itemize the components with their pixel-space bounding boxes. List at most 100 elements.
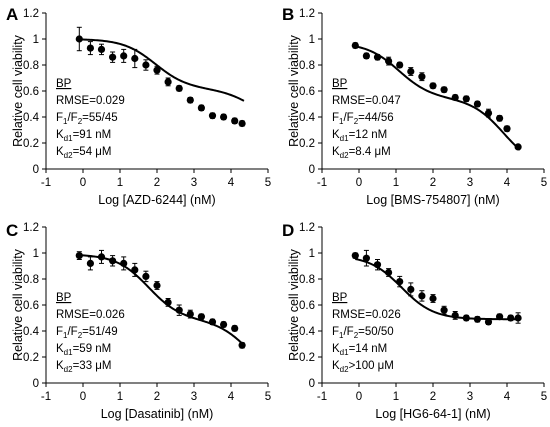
y-tick-label: 0.8 (23, 60, 39, 72)
x-tick-label: 3 (191, 391, 197, 403)
kd2-prefix: K (56, 146, 64, 158)
fit-curve (79, 254, 245, 346)
data-point (514, 143, 522, 151)
data-point (75, 251, 83, 260)
marker (451, 93, 459, 102)
data-point (186, 96, 194, 104)
x-tick-label: 4 (228, 391, 235, 403)
data-point (373, 259, 382, 271)
fraction-value: =51/49 (82, 326, 118, 338)
data-point (220, 113, 228, 121)
kd1-value: =12 nM (349, 129, 388, 141)
data-point (462, 314, 470, 322)
x-tick-label: 2 (154, 391, 160, 403)
kd2-value: >100 μM (349, 360, 394, 372)
marker (109, 257, 117, 265)
fraction-sub1: 1 (339, 117, 344, 126)
kd1-value: =14 nM (349, 343, 388, 355)
marker (153, 281, 161, 290)
data-point (186, 309, 194, 319)
y-axis-label: Relative cell viability (287, 248, 301, 361)
marker (208, 318, 217, 326)
y-tick-label: 0.2 (299, 138, 315, 150)
x-tick-label: 2 (154, 177, 160, 189)
kd2-value: =33 μM (73, 360, 112, 372)
kd1-prefix: K (332, 343, 340, 355)
data-point (175, 84, 183, 92)
data-point (164, 77, 172, 87)
marker (385, 57, 393, 65)
data-point (362, 52, 370, 60)
annotation-rmse: RMSE=0.026 (332, 309, 401, 321)
data-point (131, 262, 139, 277)
marker (238, 341, 246, 349)
marker (142, 272, 150, 280)
data-point (496, 313, 504, 321)
marker (231, 117, 239, 125)
marker (86, 259, 94, 267)
marker (351, 252, 359, 260)
annotation-kd1: Kd1=91 nM (56, 129, 111, 143)
y-axis-label: Relative cell viability (11, 34, 25, 147)
y-tick-label: 1.2 (299, 8, 315, 20)
marker (197, 313, 205, 321)
marker (186, 96, 194, 104)
annotation-kd2: Kd2=8.4 μM (332, 146, 391, 160)
x-tick-label: 0 (80, 177, 86, 189)
marker (208, 112, 217, 120)
x-tick-label: 0 (356, 391, 362, 403)
y-tick-label: 1 (309, 248, 315, 260)
data-point (418, 290, 426, 302)
y-tick-label: 0.4 (299, 112, 316, 124)
marker (496, 313, 504, 321)
annotation-kd1: Kd1=59 nM (56, 343, 111, 357)
x-tick-label: 1 (117, 391, 123, 403)
marker (496, 114, 504, 122)
kd2-sub: d2 (64, 365, 73, 374)
x-tick-label: 1 (393, 177, 399, 189)
x-tick-label: 1 (117, 177, 123, 189)
fraction-prefix: F (56, 326, 63, 338)
x-tick-label: 4 (228, 177, 235, 189)
annotation-fraction: F1/F2=50/50 (332, 326, 394, 340)
y-tick-label: 0 (309, 164, 315, 176)
data-point (142, 270, 150, 283)
marker (462, 95, 470, 103)
y-tick-label: 0.4 (23, 326, 40, 338)
marker (396, 278, 404, 286)
x-tick-label: 4 (504, 391, 511, 403)
marker (451, 311, 459, 319)
y-tick-label: 0.6 (23, 86, 39, 98)
annotation-rmse: RMSE=0.026 (56, 309, 125, 321)
annotation-kd2: Kd2=54 μM (56, 146, 112, 160)
kd2-value: =54 μM (73, 146, 112, 158)
kd1-sub: d1 (64, 134, 73, 143)
marker (385, 268, 393, 277)
data-point (97, 249, 106, 264)
y-tick-label: 1.2 (299, 222, 315, 234)
annotation-rmse: RMSE=0.029 (56, 95, 125, 107)
annotation-fraction: F1/F2=44/56 (332, 112, 394, 126)
kd2-sub: d2 (64, 151, 73, 160)
kd1-sub: d1 (64, 348, 73, 357)
annotation-rmse: RMSE=0.047 (332, 95, 401, 107)
y-tick-label: 0.8 (299, 60, 315, 72)
data-point (164, 298, 172, 307)
data-point (462, 95, 470, 103)
marker (131, 54, 139, 63)
annotation-fraction: F1/F2=51/49 (56, 326, 118, 340)
data-point (238, 119, 246, 128)
marker (514, 314, 522, 322)
panel-letter: B (282, 5, 294, 24)
kd1-sub: d1 (340, 134, 349, 143)
marker (407, 67, 415, 76)
marker (120, 52, 128, 60)
data-point (396, 61, 404, 69)
marker (418, 292, 426, 300)
kd2-prefix: K (332, 360, 340, 372)
marker (120, 259, 128, 267)
marker (507, 314, 515, 322)
marker (514, 143, 522, 151)
